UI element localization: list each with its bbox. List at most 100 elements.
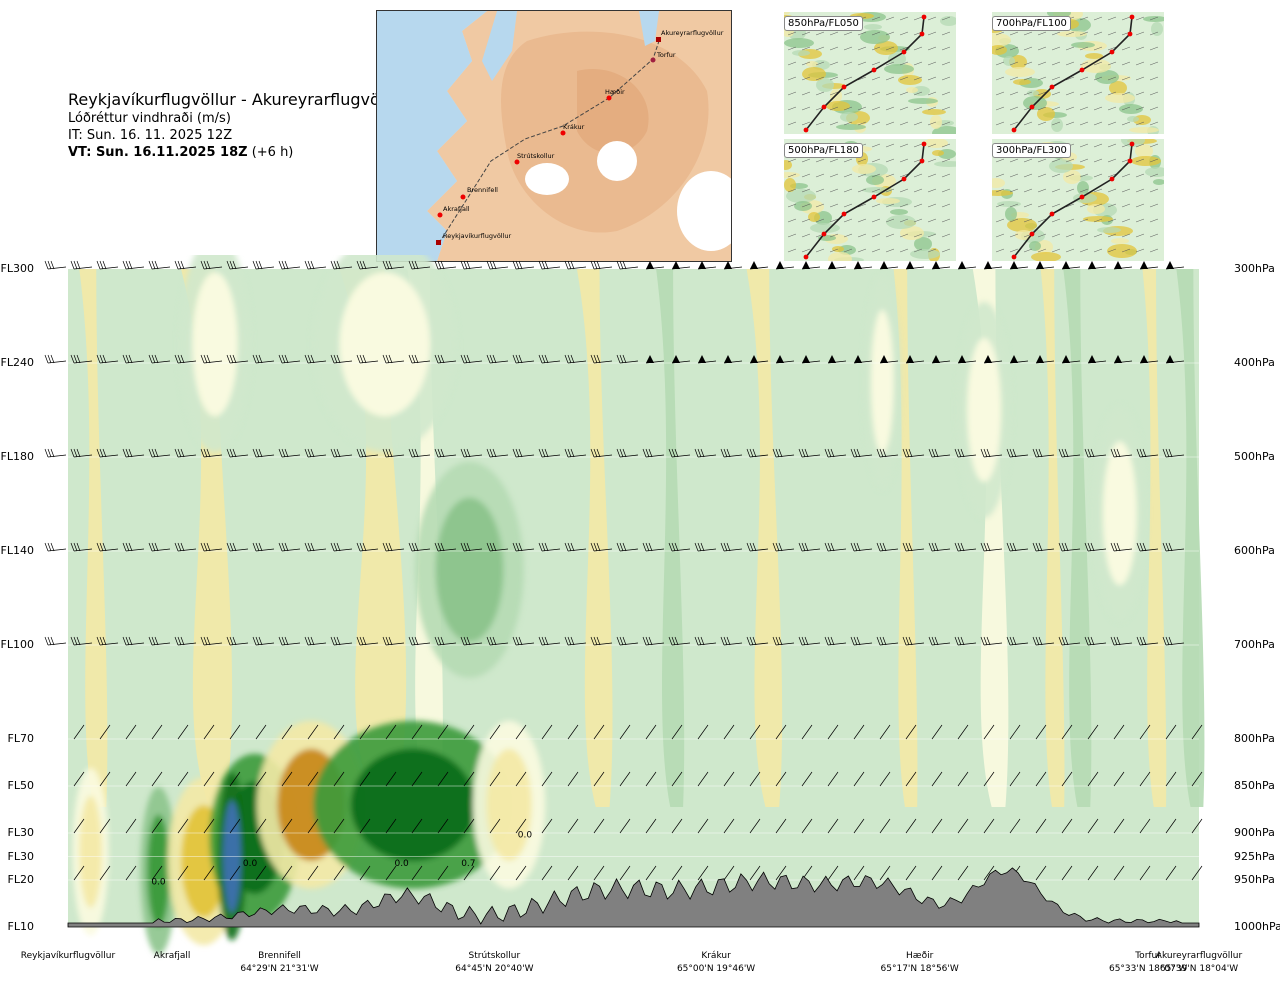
inset-barb [885,203,895,208]
inset-barb [1065,218,1075,223]
wind-barb [590,636,613,646]
wind-barb-low [983,724,995,740]
barb-tick [47,636,52,646]
barb-tick [47,354,52,364]
inset-route-marker [1079,67,1085,73]
inset-barb [1009,248,1019,253]
inset-barb [857,248,867,253]
inset-barb [1079,203,1089,208]
wind-barb [278,354,301,364]
fl-label-7: FL30 [7,826,34,839]
barb-tick [388,354,393,364]
inset-barb [899,233,909,238]
barb-tick [252,354,257,364]
wind-barb-low [229,724,241,740]
inset-barb [913,106,923,111]
barb-tick [752,542,757,552]
barb-tick [700,542,705,552]
barb-tick [362,448,367,458]
barb-tick [905,636,910,646]
inset-barb [885,121,895,126]
inset-barb [899,61,909,66]
barb-tick [1165,542,1170,552]
wind-barb [564,354,587,364]
value-labels: 0.00.0 0.0 0.70.0 [151,831,532,888]
wind-barb [200,542,223,552]
wind-barb [1084,448,1107,458]
barb-tick [50,260,55,270]
wind-barb-low [385,771,397,787]
wind-barb [616,542,639,552]
inset-barb [941,16,951,21]
barb-tick [258,542,263,552]
wind-barb [70,354,93,364]
inset-route-marker [1011,254,1017,260]
barb-tick [434,542,439,552]
wind-barb [775,355,795,364]
wind-barb [408,354,431,364]
wind-barb-low [437,724,449,740]
inset-barb [815,248,825,253]
wind-barb [44,354,67,364]
wind-barb-low [541,724,553,740]
inset-barb [1135,188,1145,193]
inset-barb [871,31,881,36]
inset-barb [1037,91,1047,96]
wind-barb-low [567,865,579,881]
barb-tick [466,354,471,364]
barb-tick [252,260,257,270]
inset-barb [1079,91,1089,96]
inset-barb [941,91,951,96]
inset-field-blob [840,112,858,122]
fl-label-6: FL50 [7,779,34,792]
inset-barb [871,218,881,223]
barb-tick [151,260,156,270]
inset-barb [941,106,951,111]
inset-barb [899,121,909,126]
barb-tick [752,636,757,646]
wind-barb [980,448,1003,458]
wind-barb [226,542,249,552]
waypoint-name: Torfur [1135,951,1161,961]
barb-tick [1032,636,1037,646]
wind-barb-low [99,771,111,787]
inset-barb [1009,106,1019,111]
barb-tick [1165,448,1170,458]
barb-tick [304,636,309,646]
inset-barb [899,16,909,21]
barb-tick [515,260,520,270]
barb-tick [281,636,286,646]
wind-barb [382,354,405,364]
wind-barb-low [515,771,527,787]
wind-barb-low [905,818,917,834]
waypoint-coord: 65°00'N 19°46'W [676,964,756,974]
wind-barb-low [333,771,345,787]
barb-tick [723,636,728,646]
inset-barb [927,233,937,238]
barb-tick [856,636,861,646]
wind-barb [616,636,639,646]
barb-tick [385,260,390,270]
wind-barb-low [879,724,891,740]
barb-tick [515,354,520,364]
barb-flag [776,355,784,363]
hpa-label-8: 925hPa [1234,849,1275,863]
fl-label-10: FL10 [7,920,34,933]
barb-tick [515,542,520,552]
barb-tick [492,260,497,270]
barb-tick [73,448,78,458]
barb-tick [304,448,309,458]
barb-tick [460,354,465,364]
barb-tick [330,260,335,270]
barb-tick [102,448,107,458]
barb-tick [775,542,780,552]
barb-tick [746,636,751,646]
barb-tick [518,354,523,364]
inset-barb [1051,31,1061,36]
inset-field-blob [886,215,916,229]
inset-barb [1051,218,1061,223]
barb-tick [356,448,361,458]
wind-barb [174,448,197,458]
inset-barb [815,158,825,163]
wind-barb-low [723,724,735,740]
